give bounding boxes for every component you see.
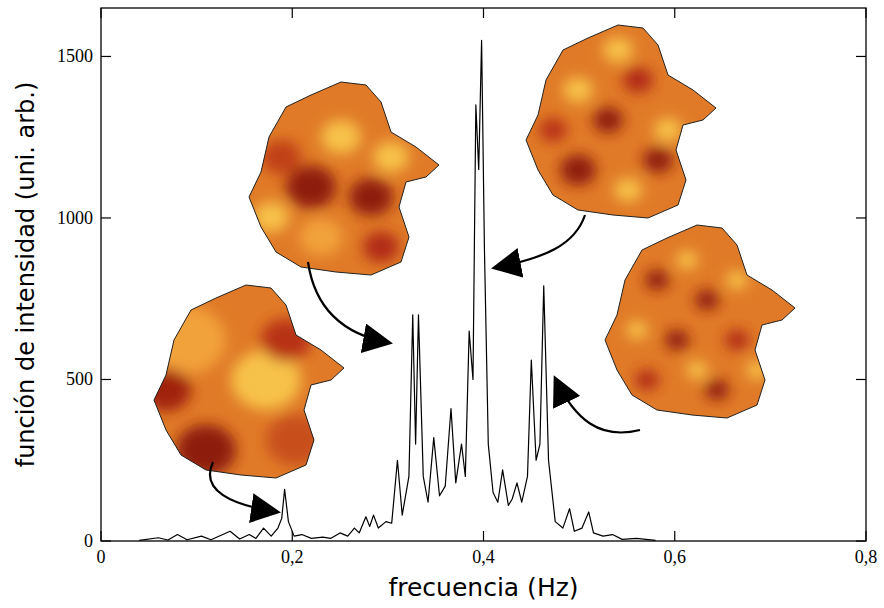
x-tick — [674, 531, 675, 541]
arrow — [308, 262, 390, 343]
x-tick-label: 0,6 — [664, 547, 687, 567]
x-tick-label: 0,2 — [281, 547, 304, 567]
arrow — [210, 462, 278, 512]
x-axis-title: frecuencia (Hz) — [388, 573, 578, 602]
mode-shape-spot — [626, 321, 648, 340]
y-tick-label: 0 — [84, 531, 93, 551]
y-tick — [101, 379, 111, 380]
x-tick — [865, 531, 866, 541]
mode-shape-fill — [241, 77, 441, 277]
mode-shape-spot — [635, 370, 659, 390]
mode-shape-spot — [286, 166, 336, 209]
y-tick-right — [856, 217, 866, 218]
mode-shape-pattern — [539, 37, 682, 202]
arrow — [555, 378, 640, 433]
mode-shape-spot — [614, 178, 642, 202]
mode-shape-outline — [605, 225, 795, 418]
x-tick-top — [483, 8, 484, 18]
mode-shape-spot — [695, 290, 719, 310]
x-tick-top — [865, 8, 866, 18]
y-tick-label: 1500 — [57, 46, 93, 66]
mode-shape-spot — [603, 37, 633, 63]
mode-shape-spot — [686, 361, 708, 380]
y-tick — [101, 56, 111, 57]
mode-shape-outline — [526, 25, 716, 218]
mode-shape-spot — [266, 415, 326, 466]
mode-shape-spot — [560, 155, 596, 186]
mode-shape-spot — [705, 380, 729, 400]
y-tick-right — [856, 379, 866, 380]
mode-shape-spot — [146, 306, 226, 374]
y-tick-right — [856, 56, 866, 57]
x-tick-label: 0,4 — [472, 547, 495, 567]
mode-shape-spot — [321, 120, 361, 154]
chart: 0 0,2 0,4 0,6 0,8 0 500 1000 1500 frecuencia (Hz)… — [0, 0, 884, 608]
mode-shape-spot — [373, 142, 409, 173]
mode-shape-spot — [726, 271, 748, 290]
mode-shape-fill — [141, 280, 346, 480]
mode-shape-spot — [363, 232, 399, 263]
mode-shape-spot — [176, 425, 236, 476]
mode-shape-spot — [593, 107, 623, 133]
plot-frame — [101, 8, 866, 541]
mode-shape-ground — [597, 220, 797, 420]
x-tick-top — [100, 8, 101, 18]
y-tick-label: 1000 — [57, 208, 93, 228]
mode-shape-outline — [154, 285, 344, 478]
x-tick-label: 0,8 — [855, 547, 878, 567]
x-tick-top — [292, 8, 293, 18]
mode-shape-spot — [676, 251, 698, 270]
mode-shape — [597, 220, 797, 420]
mode-shape-spot — [645, 270, 669, 290]
y-tick-label: 500 — [66, 369, 93, 389]
mode-shape-spot — [725, 330, 749, 350]
y-axis-title: función de intensidad (uni. arb.) — [12, 82, 40, 468]
y-tick-right — [856, 540, 866, 541]
mode-shape-fill — [518, 20, 718, 220]
mode-shape — [241, 77, 441, 277]
mode-shape-spot — [623, 67, 653, 93]
mode-shape-spot — [665, 330, 689, 350]
arrow — [494, 215, 585, 268]
mode-shape-spot — [563, 77, 593, 103]
x-tick-label: 0 — [97, 547, 106, 567]
mode-shape-pattern — [141, 306, 326, 476]
mode-shape — [141, 280, 346, 480]
mode-shape-fill — [597, 220, 797, 420]
mode-shape-spot — [299, 218, 343, 255]
mode-shape-spot — [643, 147, 673, 173]
mode-shape-spot — [654, 118, 682, 142]
x-tick — [100, 531, 101, 541]
x-tick — [483, 531, 484, 541]
mode-shape-spot — [539, 118, 567, 142]
mode-shape-outline — [249, 82, 439, 275]
mode-shape-ground — [518, 20, 718, 220]
mode-shape-spot — [349, 178, 393, 215]
mode-shape-pattern — [253, 120, 409, 262]
y-tick — [101, 217, 111, 218]
mode-shape-spot — [746, 361, 768, 380]
mode-shape-ground — [241, 77, 441, 277]
y-tick — [101, 540, 111, 541]
x-tick-top — [674, 8, 675, 18]
mode-shape-spot — [253, 202, 289, 233]
mode-shape — [518, 20, 718, 220]
